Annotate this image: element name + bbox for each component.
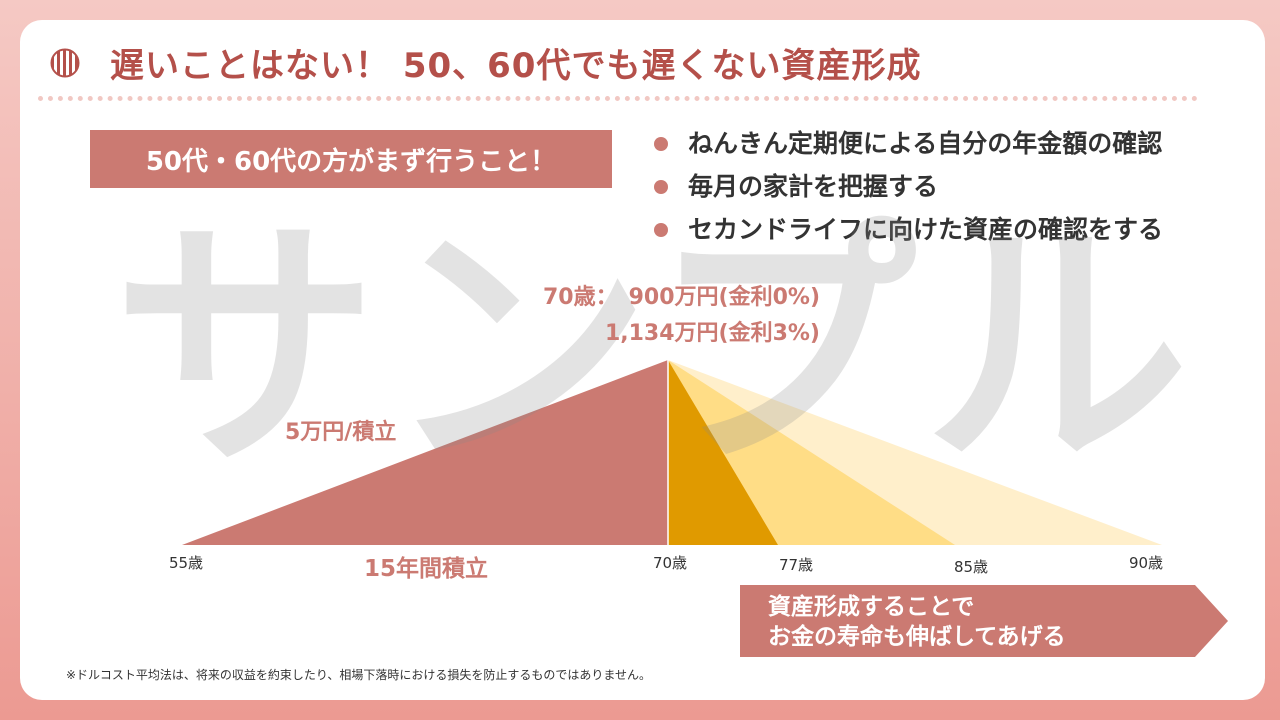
accumulation-triangle — [182, 360, 668, 545]
dotted-divider — [38, 96, 1198, 101]
bullet-text: ねんきん定期便による自分の年金額の確認 — [688, 129, 1163, 158]
bullet-text: 毎月の家計を把握する — [688, 172, 939, 201]
arrow-banner — [740, 585, 1228, 657]
arrow-line-2: お金の寿命も伸ばしてあげる — [768, 624, 1066, 650]
footnote: ※ドルコスト平均法は、将来の収益を約束したり、相場下落時における損失を防止するも… — [66, 668, 651, 682]
age-label-70: 70歳 — [653, 554, 687, 572]
age-label-77: 77歳 — [779, 556, 813, 574]
drawdown-77 — [668, 360, 778, 545]
page-title: 遅いことはない！ 50、60代でも遅くない資産形成 — [110, 46, 922, 86]
watermark: サンプル — [113, 195, 1197, 503]
arrow-line-1: 資産形成することで — [768, 594, 975, 620]
bullet-dot-icon — [654, 137, 668, 151]
bullet-text: セカンドライフに向けた資産の確認をする — [688, 215, 1164, 244]
bullet-list: ねんきん定期便による自分の年金額の確認 毎月の家計を把握する セカンドライフに向… — [652, 128, 1163, 257]
bullet-dot-icon — [654, 223, 668, 237]
contribution-label: 5万円/積立 — [285, 419, 396, 445]
bullet-item: 毎月の家計を把握する — [652, 171, 1163, 214]
period-label: 15年間積立 — [364, 555, 488, 582]
peak-label-0pct: 70歳： 900万円(金利0%) — [543, 284, 820, 310]
age-label-55: 55歳 — [169, 554, 203, 572]
bullet-dot-icon — [654, 180, 668, 194]
age-label-90: 90歳 — [1129, 554, 1163, 572]
arrow-banner-text: 資産形成することで お金の寿命も伸ばしてあげる — [768, 592, 1066, 652]
first-steps-box: 50代・60代の方がまず行うこと！ — [90, 130, 612, 188]
age-label-85: 85歳 — [954, 558, 988, 576]
bullet-item: セカンドライフに向けた資産の確認をする — [652, 214, 1163, 257]
bullet-item: ねんきん定期便による自分の年金額の確認 — [652, 128, 1163, 171]
peak-label-3pct: 1,134万円(金利3%) — [605, 320, 820, 346]
striped-circle-icon — [50, 48, 80, 78]
